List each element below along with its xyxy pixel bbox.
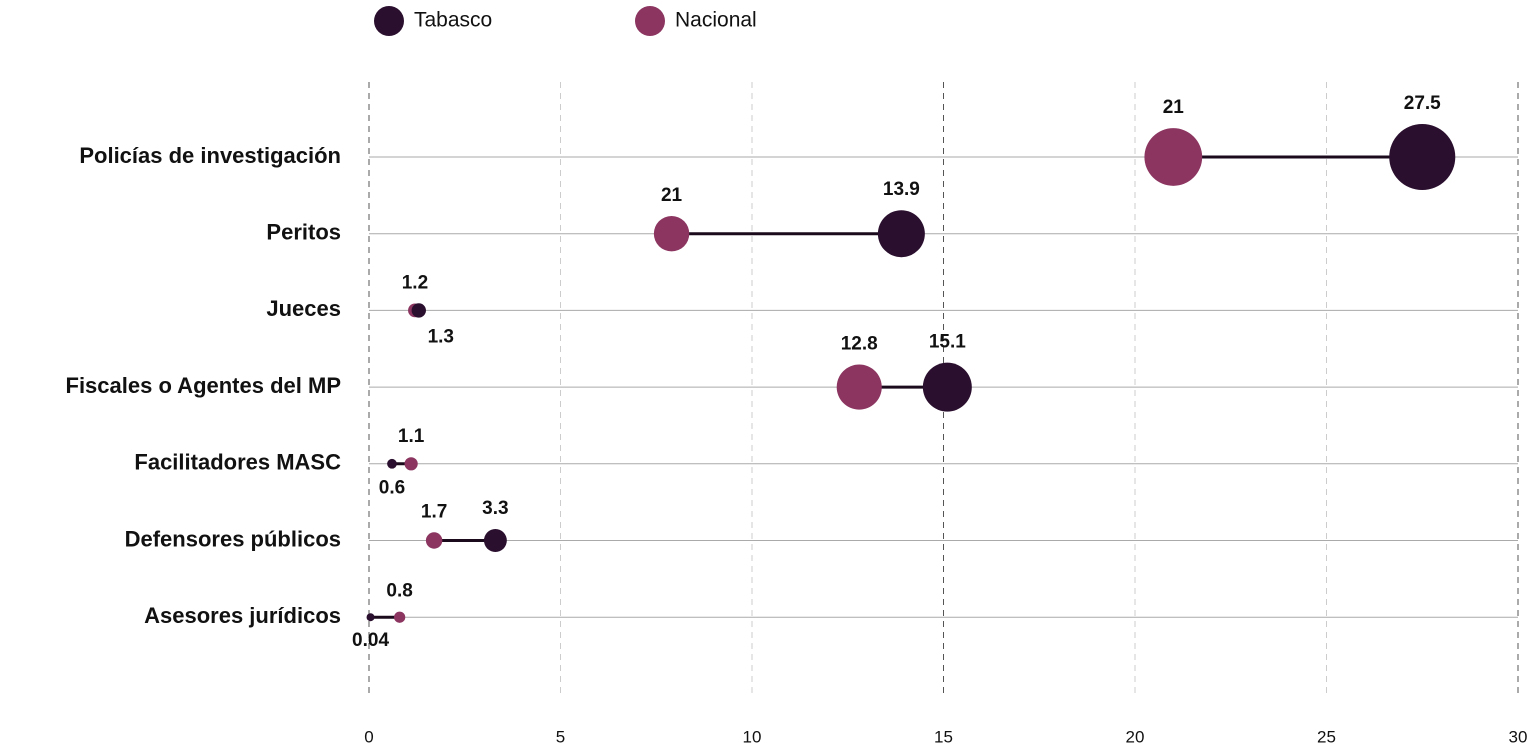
data-label: 0.04 <box>352 630 389 651</box>
data-label: 21 <box>661 185 683 206</box>
y-tick-label: Peritos <box>266 220 341 245</box>
legend-label: Nacional <box>675 9 757 32</box>
dot <box>366 613 375 622</box>
dot <box>483 529 507 552</box>
dot <box>404 457 418 471</box>
data-label: 13.9 <box>883 179 920 200</box>
data-label: 27.5 <box>1404 93 1441 114</box>
x-tick-label: 15 <box>934 727 953 746</box>
data-label: 21 <box>1163 97 1185 118</box>
data-label: 0.6 <box>379 478 405 499</box>
x-tick-label: 5 <box>556 727 565 746</box>
y-tick-label: Policías de investigación <box>79 143 341 168</box>
x-tick-label: 20 <box>1126 727 1145 746</box>
x-tick-label: 10 <box>743 727 762 746</box>
data-label: 3.3 <box>482 498 508 519</box>
data-label: 1.1 <box>398 426 425 447</box>
data-label: 15.1 <box>929 332 966 353</box>
dot <box>387 458 397 469</box>
x-tick-label: 25 <box>1317 727 1336 746</box>
legend-label: Tabasco <box>414 9 492 32</box>
dot <box>653 215 690 252</box>
data-label: 1.3 <box>428 327 454 348</box>
dot <box>922 362 972 412</box>
y-tick-label: Fiscales o Agentes del MP <box>66 373 342 398</box>
dot <box>1144 128 1203 186</box>
y-tick-label: Facilitadores MASC <box>134 450 341 475</box>
y-tick-label: Asesores jurídicos <box>144 603 341 628</box>
dot <box>836 364 882 410</box>
data-label: 1.2 <box>402 273 428 294</box>
y-tick-label: Defensores públicos <box>125 526 341 551</box>
dot <box>411 303 426 318</box>
dot <box>425 532 443 549</box>
data-label: 12.8 <box>841 334 878 355</box>
data-label: 1.7 <box>421 501 447 522</box>
dot <box>394 611 406 623</box>
legend-marker <box>635 6 665 36</box>
dot <box>1389 123 1456 191</box>
x-tick-label: 0 <box>364 727 373 746</box>
x-tick-label: 30 <box>1509 727 1528 746</box>
dot <box>877 210 925 258</box>
data-label: 0.8 <box>386 581 412 602</box>
legend-marker <box>374 6 404 36</box>
y-tick-label: Jueces <box>266 296 341 321</box>
